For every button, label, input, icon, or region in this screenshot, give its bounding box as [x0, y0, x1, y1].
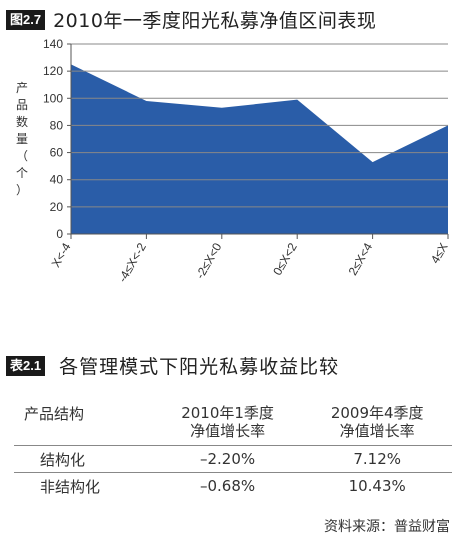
y-tick-label: 40: [50, 173, 64, 187]
table-cell: –2.20%: [200, 450, 256, 468]
header-line: 净值增长率: [339, 422, 415, 440]
table-cell: 非结构化: [40, 477, 101, 496]
header-product-structure: 产品结构: [14, 399, 153, 446]
area-chart: 0 20 40 60 80 100 120 140 X<-4 -4≤X<-2 -2≤X<0 0≤X<2…: [43, 37, 451, 285]
table-header: 表2.1 各管理模式下阳光私募收益比较: [6, 352, 339, 379]
y-axis-label: 产品数量（个）: [15, 81, 28, 197]
y-tick-label: 80: [50, 118, 64, 132]
table-title: 各管理模式下阳光私募收益比较: [59, 356, 340, 378]
y-tick-label: 60: [50, 146, 64, 160]
table-cell: 10.43%: [348, 477, 406, 495]
header-line: 产品结构: [24, 405, 85, 423]
y-tick-label: 120: [43, 64, 63, 78]
figure-header: 图2.7 2010年一季度阳光私募净值区间表现: [6, 6, 376, 33]
x-tick-label: 2≤X<4: [346, 240, 376, 278]
table-header-row: 产品结构 2010年1季度 净值增长率 2009年4季度 净值增长率: [14, 399, 452, 446]
table-cell: –0.68%: [200, 477, 256, 495]
table-row: 结构化 –2.20% 7.12%: [14, 446, 452, 473]
figure-badge: 图2.7: [6, 9, 46, 30]
x-tick-label: -4≤X<-2: [115, 240, 149, 284]
table-badge: 表2.1: [6, 355, 46, 376]
table-cell: 结构化: [40, 450, 86, 469]
x-tick-label: 4≤X: [428, 241, 451, 266]
header-line: 净值增长率: [190, 422, 266, 440]
x-tick-label: 0≤X<2: [270, 240, 300, 278]
header-line: 2009年4季度: [330, 404, 424, 422]
table-row: 非结构化 –0.68% 10.43%: [14, 473, 452, 500]
y-tick-label: 100: [43, 91, 63, 105]
x-tick-label: X<-4: [49, 240, 74, 270]
y-tick-label: 140: [43, 37, 63, 51]
header-2010q1: 2010年1季度 净值增长率: [153, 399, 303, 446]
source-note: 资料来源：普益财富: [324, 519, 450, 535]
table-cell: 7.12%: [353, 450, 402, 468]
header-2009q4: 2009年4季度 净值增长率: [302, 399, 452, 446]
x-tick-label: -2≤X<0: [193, 240, 225, 281]
comparison-table: 产品结构 2010年1季度 净值增长率 2009年4季度 净值增长率 结构化 –…: [14, 399, 452, 499]
y-tick-label: 0: [56, 227, 63, 241]
header-line: 2010年1季度: [181, 404, 274, 422]
area-series: [71, 64, 448, 234]
figure-title: 2010年一季度阳光私募净值区间表现: [53, 10, 377, 32]
y-tick-label: 20: [50, 200, 64, 214]
